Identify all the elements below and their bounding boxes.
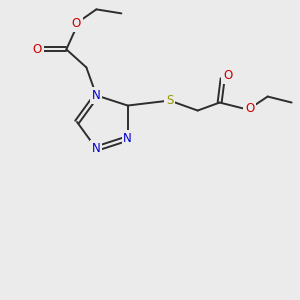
Text: O: O — [33, 43, 42, 56]
Text: O: O — [245, 102, 254, 115]
Text: O: O — [223, 69, 232, 82]
Text: S: S — [166, 94, 173, 107]
Text: N: N — [92, 89, 101, 102]
Text: N: N — [92, 142, 101, 155]
Text: N: N — [123, 132, 132, 145]
Text: O: O — [72, 17, 81, 30]
